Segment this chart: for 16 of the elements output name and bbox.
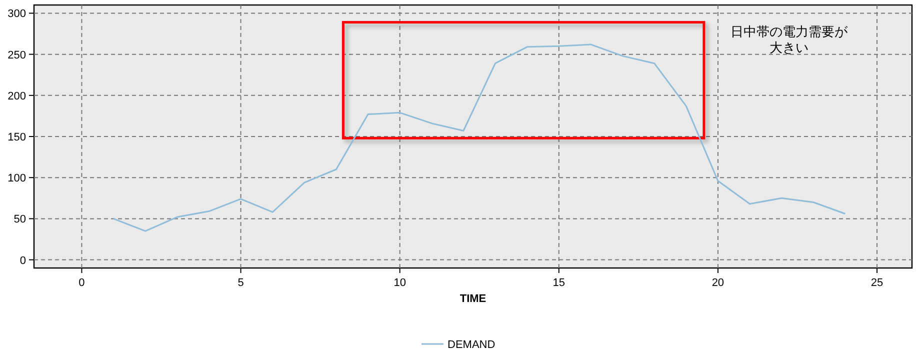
x-tick-label: 10 bbox=[394, 277, 406, 289]
annotation: 日中帯の電力需要が大きい bbox=[730, 25, 848, 56]
y-tick-label: 0 bbox=[20, 254, 26, 267]
y-tick-label: 200 bbox=[8, 90, 26, 102]
x-tick-label: 20 bbox=[712, 277, 724, 289]
x-tick-label: 5 bbox=[238, 277, 244, 289]
legend-label: DEMAND bbox=[448, 339, 496, 351]
x-axis-title: TIME bbox=[460, 293, 486, 305]
x-tick-label: 0 bbox=[78, 277, 85, 289]
y-tick-label: 250 bbox=[8, 49, 26, 62]
y-tick-label: 100 bbox=[8, 172, 26, 185]
y-tick-label: 50 bbox=[14, 214, 26, 226]
y-tick-label: 150 bbox=[8, 132, 26, 144]
x-tick-label: 25 bbox=[870, 277, 884, 289]
x-tick-label: 15 bbox=[552, 277, 566, 289]
y-tick-label: 300 bbox=[8, 8, 26, 20]
